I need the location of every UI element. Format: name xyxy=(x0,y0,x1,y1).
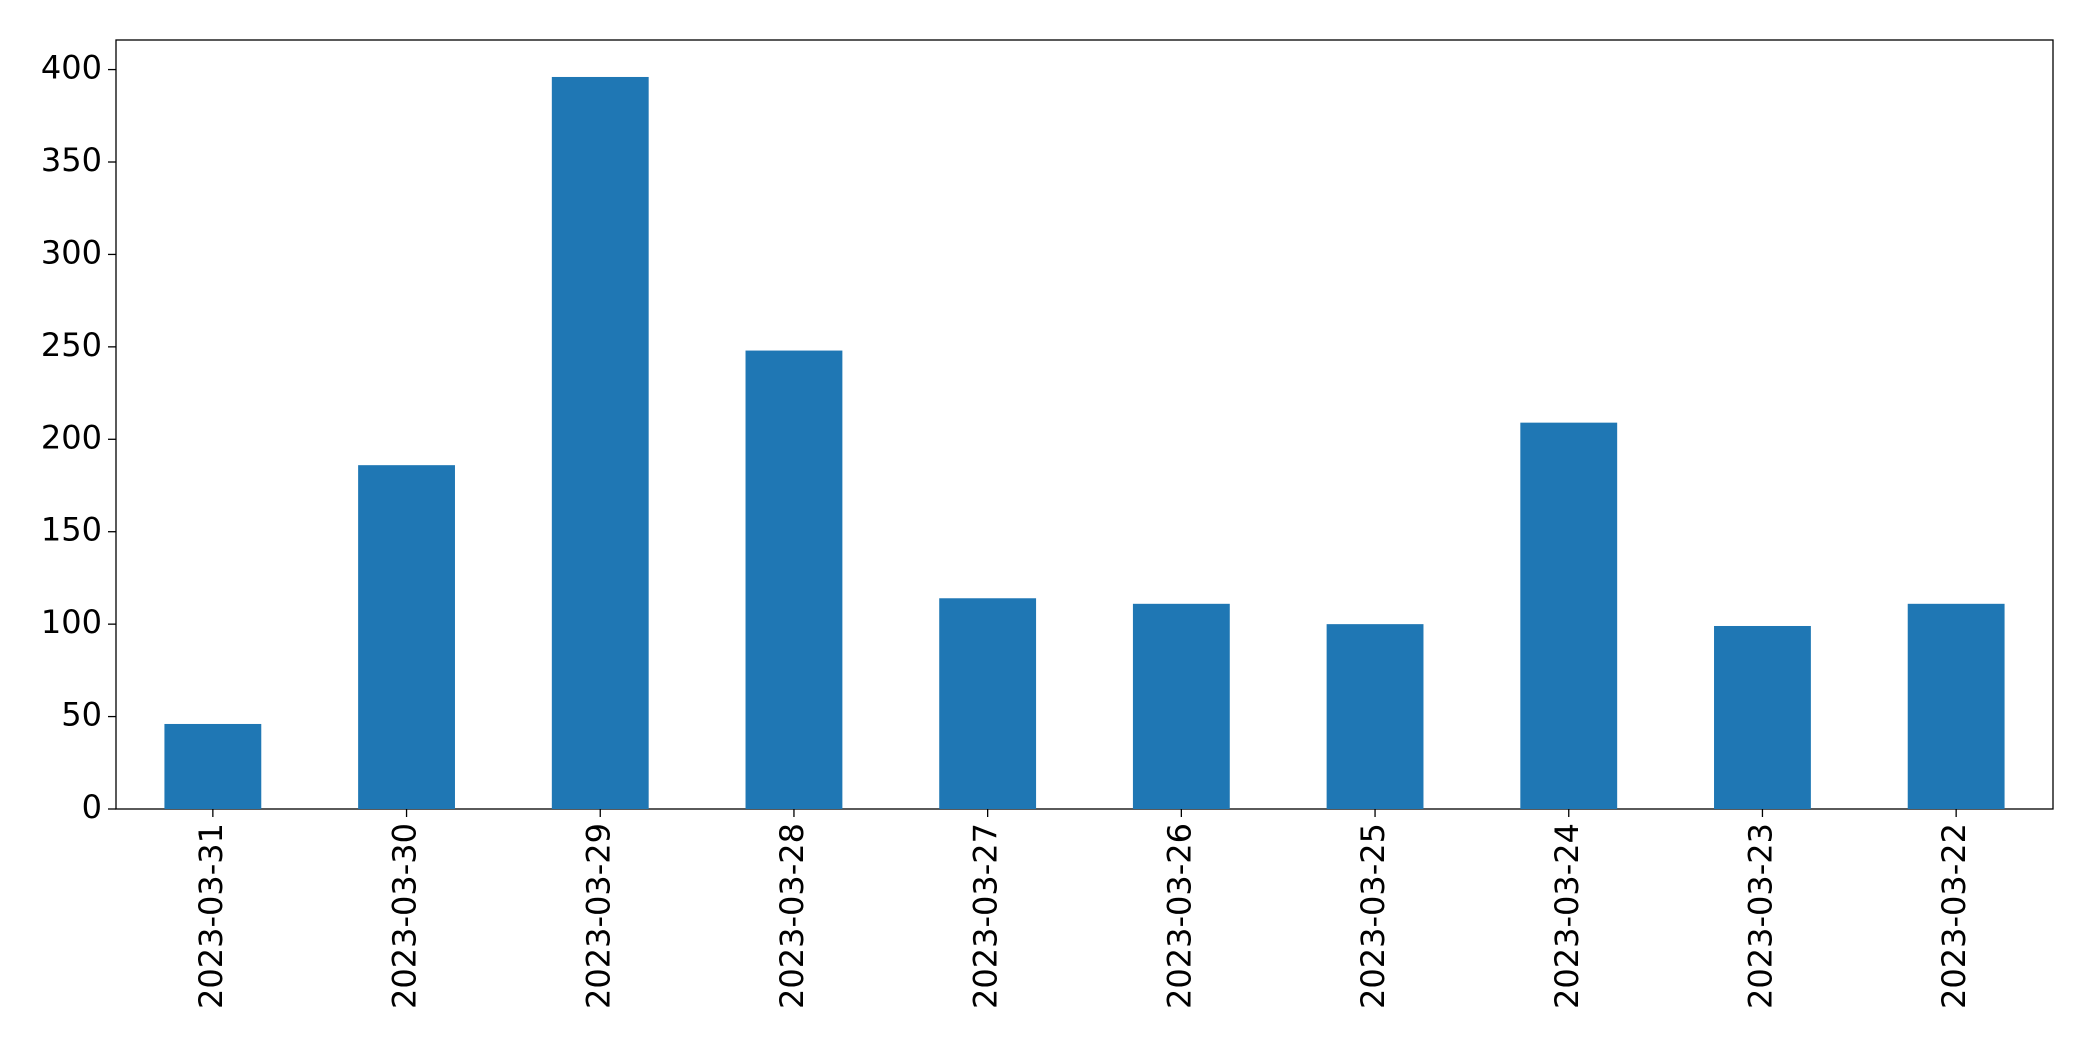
axes-frame xyxy=(115,39,2054,810)
y-tick-label: 250 xyxy=(41,326,102,364)
bar xyxy=(164,723,262,809)
x-tick-label: 2023-03-27 xyxy=(967,823,1005,1009)
x-tick-label: 2023-03-26 xyxy=(1160,823,1198,1009)
bar xyxy=(745,350,843,809)
bar xyxy=(551,76,649,810)
x-tick-label: 2023-03-22 xyxy=(1935,823,1973,1009)
x-tick-label: 2023-03-29 xyxy=(579,823,617,1009)
bar xyxy=(1326,624,1424,809)
bar xyxy=(939,598,1037,809)
bar xyxy=(1132,603,1230,809)
x-tick-label: 2023-03-28 xyxy=(773,823,811,1009)
x-tick-label: 2023-03-25 xyxy=(1354,823,1392,1009)
y-tick-label: 100 xyxy=(41,603,102,641)
y-tick-label: 300 xyxy=(41,233,102,271)
y-tick-label: 350 xyxy=(41,141,102,179)
bar xyxy=(1714,625,1811,809)
y-tick-label: 200 xyxy=(41,418,102,456)
x-tick-label: 2023-03-23 xyxy=(1741,823,1779,1009)
y-tick-label: 150 xyxy=(41,511,102,549)
y-tick-label: 400 xyxy=(41,49,102,87)
x-tick-label: 2023-03-31 xyxy=(192,823,230,1009)
bar xyxy=(1907,603,2005,809)
y-tick-label: 0 xyxy=(82,788,102,826)
x-tick-label: 2023-03-24 xyxy=(1548,823,1586,1009)
y-tick-label: 50 xyxy=(61,696,102,734)
bar xyxy=(1520,422,1618,809)
x-tick-label: 2023-03-30 xyxy=(386,823,424,1009)
bar xyxy=(358,465,455,809)
